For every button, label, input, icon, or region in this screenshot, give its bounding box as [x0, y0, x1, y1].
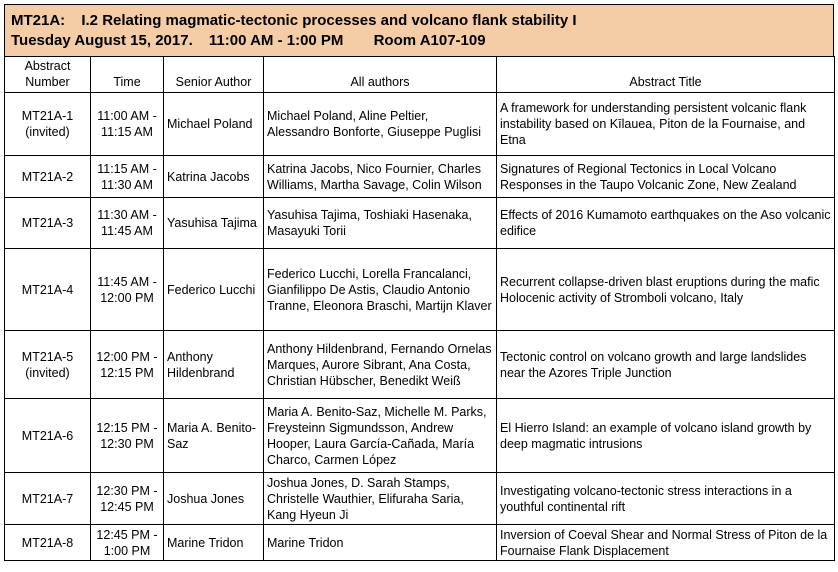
- session-title: I.2 Relating magmatic-tectonic processes…: [81, 12, 577, 29]
- senior-author: Joshua Jones: [163, 472, 264, 525]
- all-authors: Anthony Hildenbrand, Fernando Ornelas Ma…: [263, 330, 497, 399]
- abstract-title: Investigating volcano-tectonic stress in…: [496, 472, 835, 525]
- abstract-number: MT21A-2: [4, 155, 91, 198]
- senior-author: Katrina Jacobs: [163, 155, 264, 198]
- abstract-number: MT21A-7: [4, 472, 91, 525]
- abstract-title: El Hierro Island: an example of volcano …: [496, 398, 835, 473]
- column-header-senior-author: Senior Author: [163, 56, 264, 93]
- senior-author: Federico Lucchi: [163, 248, 264, 331]
- time-slot: 12:45 PM -1:00 PM: [90, 524, 164, 561]
- abstract-title: Tectonic control on volcano growth and l…: [496, 330, 835, 399]
- time-slot: 11:30 AM -11:45 AM: [90, 197, 164, 249]
- time-slot: 11:45 AM -12:00 PM: [90, 248, 164, 331]
- abstract-number: MT21A-3: [4, 197, 91, 249]
- table-row: MT21A-7 12:30 PM -12:45 PM Joshua Jones …: [4, 472, 835, 525]
- abstract-number: MT21A-5 (invited): [4, 330, 91, 399]
- abstract-number: MT21A-1 (invited): [4, 92, 91, 156]
- senior-author: Anthony Hildenbrand: [163, 330, 264, 399]
- column-header-abstract-title: Abstract Title: [496, 56, 835, 93]
- table-row: MT21A-5 (invited) 12:00 PM -12:15 PM Anth…: [4, 330, 835, 399]
- session-time: 11:00 AM - 1:00 PM: [208, 32, 344, 49]
- abstract-title: Recurrent collapse-driven blast eruption…: [496, 248, 835, 331]
- session-code: MT21A:: [11, 12, 66, 29]
- time-slot: 11:00 AM -11:15 AM: [90, 92, 164, 156]
- senior-author: Maria A. Benito-Saz: [163, 398, 264, 473]
- abstract-number: MT21A-4: [4, 248, 91, 331]
- all-authors: Marine Tridon: [263, 524, 497, 561]
- session-title-line: MT21A: I.2 Relating magmatic-tectonic pr…: [11, 11, 827, 31]
- abstract-title: Inversion of Coeval Shear and Normal Str…: [496, 524, 835, 561]
- table-row: MT21A-1 (invited) 11:00 AM -11:15 AM Mich…: [4, 92, 835, 156]
- senior-author: Yasuhisa Tajima: [163, 197, 264, 249]
- time-slot: 12:00 PM -12:15 PM: [90, 330, 164, 399]
- table-row: MT21A-2 11:15 AM -11:30 AM Katrina Jacob…: [4, 155, 835, 198]
- time-slot: 12:30 PM -12:45 PM: [90, 472, 164, 525]
- abstract-table: Abstract Number Time Senior Author All au…: [4, 56, 835, 561]
- table-row: MT21A-4 11:45 AM -12:00 PM Federico Lucc…: [4, 248, 835, 331]
- abstract-title: Effects of 2016 Kumamoto earthquakes on …: [496, 197, 835, 249]
- abstract-number: MT21A-8: [4, 524, 91, 561]
- all-authors: Joshua Jones, D. Sarah Stamps, Christell…: [263, 472, 497, 525]
- senior-author: Michael Poland: [163, 92, 264, 156]
- time-slot: 11:15 AM -11:30 AM: [90, 155, 164, 198]
- all-authors: Maria A. Benito-Saz, Michelle M. Parks, …: [263, 398, 497, 473]
- time-slot: 12:15 PM -12:30 PM: [90, 398, 164, 473]
- column-header-number: Abstract Number: [4, 56, 91, 93]
- all-authors: Katrina Jacobs, Nico Fournier, Charles W…: [263, 155, 497, 198]
- session-room: Room A107-109: [373, 32, 486, 49]
- session-date: Tuesday August 15, 2017.: [11, 32, 193, 49]
- table-header-row: Abstract Number Time Senior Author All au…: [4, 56, 835, 93]
- table-row: MT21A-3 11:30 AM -11:45 AM Yasuhisa Taji…: [4, 197, 835, 249]
- abstract-number: MT21A-6: [4, 398, 91, 473]
- all-authors: Federico Lucchi, Lorella Francalanci, Gi…: [263, 248, 497, 331]
- abstract-title: A framework for understanding persistent…: [496, 92, 835, 156]
- session-header: MT21A: I.2 Relating magmatic-tectonic pr…: [4, 4, 834, 56]
- all-authors: Yasuhisa Tajima, Toshiaki Hasenaka, Masa…: [263, 197, 497, 249]
- column-header-time: Time: [90, 56, 164, 93]
- senior-author: Marine Tridon: [163, 524, 264, 561]
- abstract-title: Signatures of Regional Tectonics in Loca…: [496, 155, 835, 198]
- table-row: MT21A-6 12:15 PM -12:30 PM Maria A. Beni…: [4, 398, 835, 473]
- all-authors: Michael Poland, Aline Peltier, Alessandr…: [263, 92, 497, 156]
- column-header-all-authors: All authors: [263, 56, 497, 93]
- table-row: MT21A-8 12:45 PM -1:00 PM Marine Tridon …: [4, 524, 835, 561]
- session-schedule-line: Tuesday August 15, 2017. 11:00 AM - 1:00…: [11, 31, 827, 51]
